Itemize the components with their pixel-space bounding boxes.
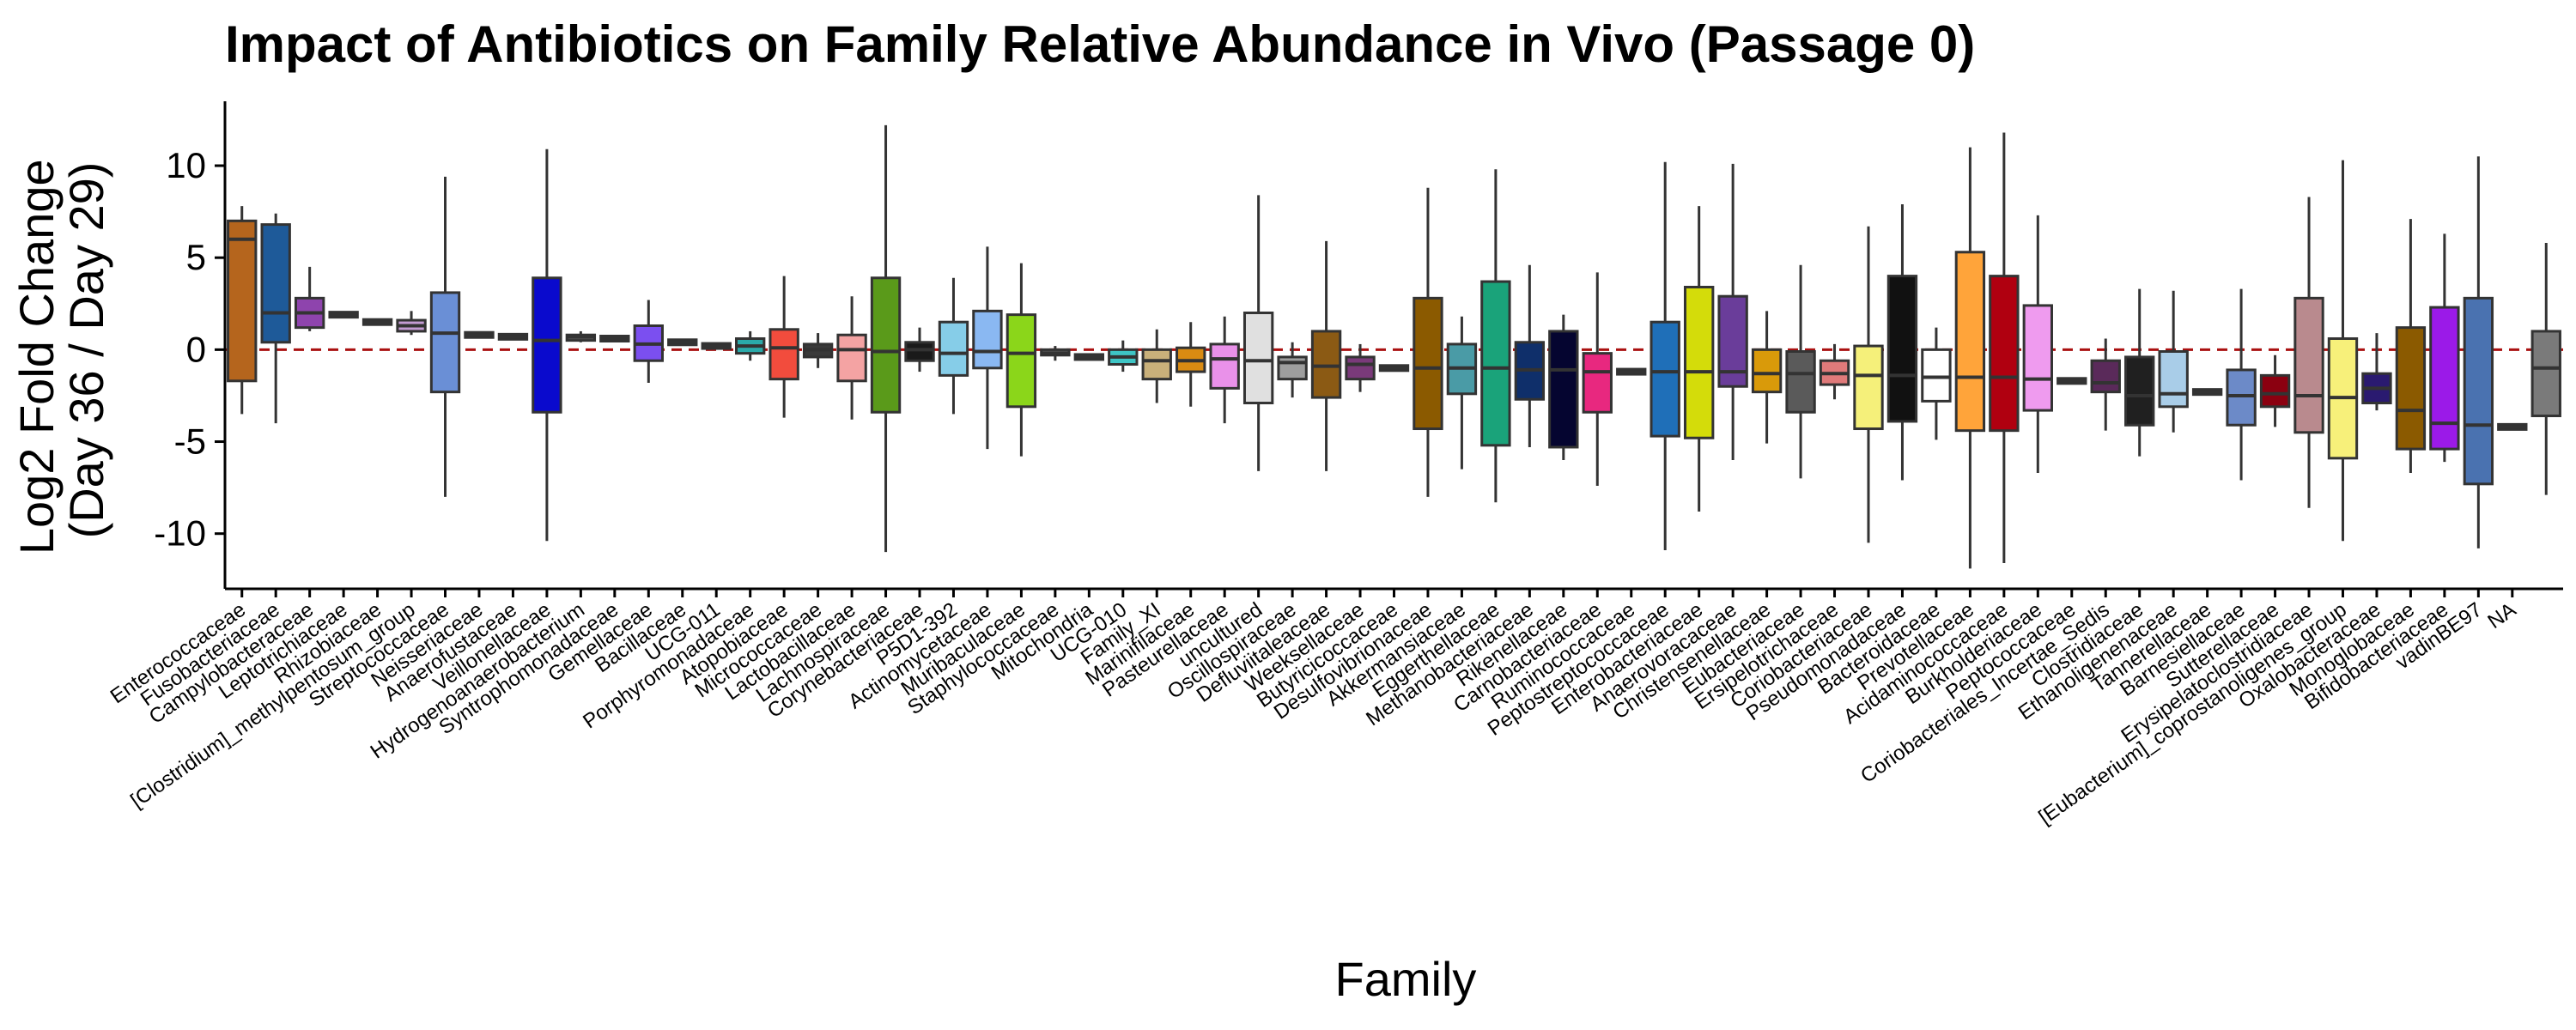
x-axis-label: Family [1335,952,1477,1006]
box [532,276,562,414]
box [2022,304,2053,412]
box [1853,344,1884,431]
box [938,320,969,377]
box [1141,348,1172,381]
box [429,291,461,394]
y-tick-label: 10 [166,145,206,185]
box [1413,296,1443,431]
y-tick-label: 5 [186,237,206,277]
box [1277,355,1308,381]
box [2530,330,2561,418]
box [1886,275,1918,423]
plot-area: 1050-5-10EnterococcaceaeFusobacteriaceae… [106,101,2563,829]
box [1683,285,1715,439]
box [2395,326,2427,451]
y-tick-label: -5 [174,421,206,462]
box [1989,275,2020,433]
y-axis-label: Log2 Fold Change (Day 36 / Day 29) [9,146,113,554]
x-tick-label: NA [2483,598,2520,633]
box [1480,280,1511,447]
box [1582,352,1613,414]
box [870,276,902,414]
box [1242,311,1274,405]
y-tick-label: -10 [154,513,206,554]
box [2090,359,2121,394]
box [1310,330,1342,399]
box [1649,320,1680,438]
box [1005,313,1037,409]
box [2293,296,2324,434]
box [1548,330,1579,449]
box [1345,355,1376,381]
box [2463,296,2494,486]
box [836,333,867,383]
box [2124,355,2155,427]
box [2429,306,2460,451]
box [1954,251,1986,433]
box [2158,350,2189,409]
box [972,309,1003,370]
box [769,328,799,381]
box [1209,342,1240,390]
box [904,341,935,362]
y-axis-label-line1: Log2 Fold Change [9,159,64,554]
box [260,223,291,344]
y-axis-label-line2: (Day 36 / Day 29) [59,162,113,539]
box [2226,368,2257,427]
box [1751,348,1783,394]
box [1921,348,1952,403]
box [227,219,258,383]
box [1785,350,1816,414]
box [2259,373,2291,409]
y-tick-label: 0 [186,329,206,369]
chart-title: Impact of Antibiotics on Family Relative… [225,15,1975,73]
